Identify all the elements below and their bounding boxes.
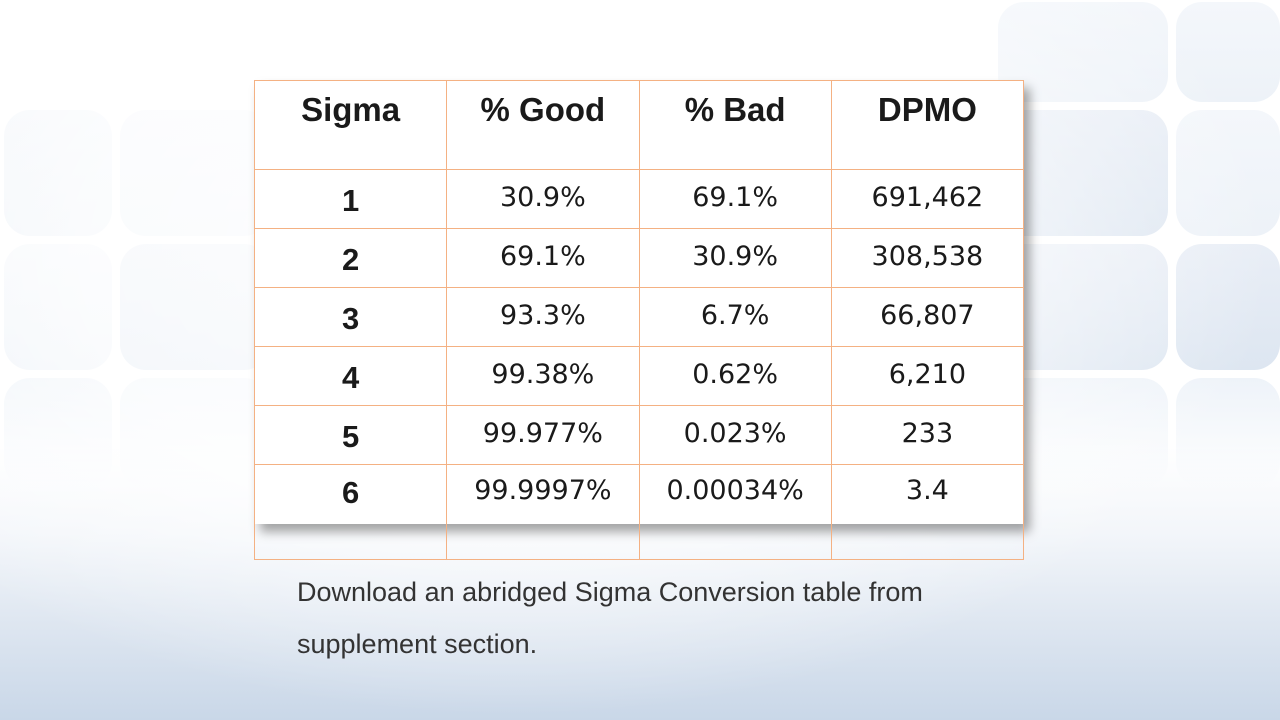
cell-percent-good: 69.1% xyxy=(446,228,640,288)
cell-sigma: 1 xyxy=(253,169,448,229)
cell-sigma: 5 xyxy=(253,405,448,465)
table-row: 4 99.38% 0.62% 6,210 xyxy=(253,346,1025,406)
cell-percent-good: 30.9% xyxy=(446,169,640,229)
cell-dpmo: 308,538 xyxy=(830,228,1025,288)
cell-dpmo: 66,807 xyxy=(830,287,1025,347)
download-caption: Download an abridged Sigma Conversion ta… xyxy=(297,577,923,659)
header-dpmo: DPMO xyxy=(830,80,1025,170)
cell-dpmo: 233 xyxy=(830,405,1025,465)
cell-sigma: 6 xyxy=(253,464,448,560)
cell-percent-bad: 0.62% xyxy=(638,346,832,406)
cell-percent-good: 99.9997% xyxy=(446,464,640,560)
cell-dpmo: 691,462 xyxy=(830,169,1025,229)
table-row: 6 99.9997% 0.00034% 3.4 xyxy=(253,464,1025,560)
header-sigma: Sigma xyxy=(253,80,448,170)
cell-percent-bad: 0.00034% xyxy=(638,464,832,560)
cell-dpmo: 6,210 xyxy=(830,346,1025,406)
header-percent-bad: % Bad xyxy=(638,80,832,170)
cell-percent-good: 99.38% xyxy=(446,346,640,406)
cell-dpmo: 3.4 xyxy=(830,464,1025,560)
cell-percent-bad: 69.1% xyxy=(638,169,832,229)
cell-sigma: 3 xyxy=(253,287,448,347)
header-percent-good: % Good xyxy=(446,80,640,170)
cell-percent-bad: 30.9% xyxy=(638,228,832,288)
cell-percent-bad: 0.023% xyxy=(638,405,832,465)
sigma-conversion-table-card: Sigma % Good % Bad DPMO 1 30.9% 69.1% 69… xyxy=(253,80,1025,560)
table-header-row: Sigma % Good % Bad DPMO xyxy=(253,80,1025,170)
cell-percent-good: 93.3% xyxy=(446,287,640,347)
cell-percent-good: 99.977% xyxy=(446,405,640,465)
cell-sigma: 4 xyxy=(253,346,448,406)
table-row: 5 99.977% 0.023% 233 xyxy=(253,405,1025,465)
table-row: 2 69.1% 30.9% 308,538 xyxy=(253,228,1025,288)
table-row: 1 30.9% 69.1% 691,462 xyxy=(253,169,1025,229)
table-row: 3 93.3% 6.7% 66,807 xyxy=(253,287,1025,347)
cell-percent-bad: 6.7% xyxy=(638,287,832,347)
sigma-conversion-table: Sigma % Good % Bad DPMO 1 30.9% 69.1% 69… xyxy=(253,80,1025,560)
cell-sigma: 2 xyxy=(253,228,448,288)
